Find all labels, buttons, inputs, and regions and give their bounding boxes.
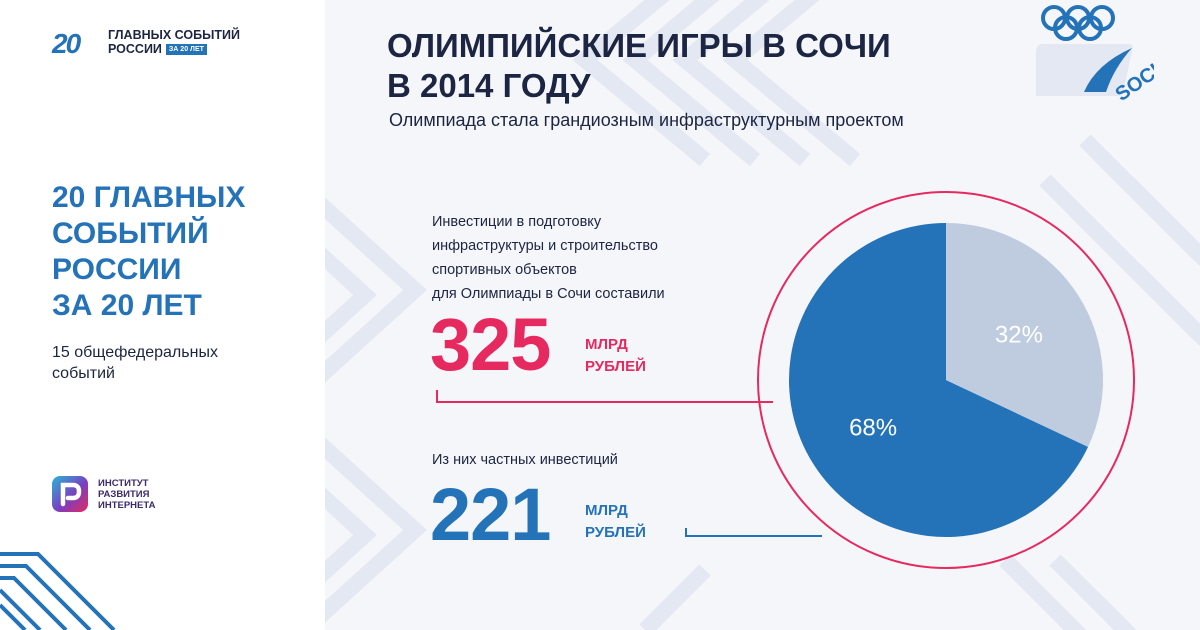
unit-line: МЛРД	[585, 336, 628, 353]
bg-chevron	[325, 487, 377, 583]
bg-chevron	[325, 247, 377, 343]
left-panel	[0, 0, 325, 630]
private-investment-value: 221	[430, 473, 551, 556]
unit-line: РУБЛЕЙ	[585, 358, 646, 375]
private-investment-description: Из них частных инвестиций	[432, 452, 618, 468]
bg-chevron	[325, 197, 427, 383]
sidebar-title-line: 20 ГЛАВНЫХ	[52, 181, 246, 214]
brand-logo-mark: 20	[52, 28, 81, 59]
bg-chevron	[999, 554, 1087, 630]
partner-logo-text: ИНСТИТУТ РАЗВИТИЯ ИНТЕРНЕТА	[98, 478, 198, 511]
bg-chevron	[722, 0, 861, 167]
sidebar-subtitle-line: событий	[52, 365, 115, 382]
bg-chevron	[1039, 174, 1200, 346]
corner-stripe	[0, 564, 92, 630]
pie-slice-label: 32%	[995, 322, 1043, 349]
bg-chevron	[639, 564, 711, 630]
bg-chevron	[572, 0, 711, 167]
unit-line: РУБЛЕЙ	[585, 524, 646, 541]
sidebar-subtitle-line: 15 общефедеральных	[52, 344, 218, 361]
bg-chevron	[1079, 134, 1200, 266]
partner-logo-icon	[52, 476, 88, 512]
brand-line-2-text: РОССИИ	[108, 42, 162, 56]
sochi-logo-swoosh	[1084, 48, 1132, 92]
bg-chevron	[622, 0, 761, 167]
corner-stripe	[0, 603, 27, 630]
corner-stripes-decoration	[0, 552, 116, 630]
page-title-line: ОЛИМПИЙСКИЕ ИГРЫ В СОЧИ	[387, 27, 891, 64]
bg-chevron	[672, 0, 811, 167]
private-investment-unit: МЛРД РУБЛЕЙ	[585, 500, 646, 544]
partner-line: РАЗВИТИЯ	[98, 489, 150, 500]
investment-description-line: спортивных объектов	[432, 262, 577, 278]
investment-total-unit: МЛРД РУБЛЕЙ	[585, 334, 646, 378]
brand-badge: ЗА 20 ЛЕТ	[165, 44, 207, 56]
corner-stripe	[0, 552, 116, 630]
investment-description-line: для Олимпиады в Сочи составили	[432, 286, 665, 302]
investment-total-value: 325	[430, 303, 551, 386]
sidebar-title-line: РОССИИ	[52, 253, 182, 286]
brand-line-2: РОССИИ ЗА 20 ЛЕТ	[108, 42, 308, 56]
sochi-olympics-logo: SOCHI	[1036, 5, 1154, 100]
investment-description-line: Инвестиции в подготовку	[432, 214, 602, 230]
page-title: ОЛИМПИЙСКИЕ ИГРЫ В СОЧИ В 2014 ГОДУ	[387, 26, 947, 106]
brand-line-1: ГЛАВНЫХ СОБЫТИЙ	[108, 28, 240, 42]
partner-line: ИНТЕРНЕТА	[98, 500, 156, 511]
corner-stripe	[0, 576, 68, 630]
brand-logo-text: ГЛАВНЫХ СОБЫТИЙ РОССИИ ЗА 20 ЛЕТ	[108, 28, 308, 56]
private-connector-line	[685, 528, 822, 537]
corner-stripe	[0, 588, 42, 630]
investment-description-line: инфраструктуры и строительство	[432, 238, 658, 254]
bg-chevron	[325, 437, 427, 623]
sidebar-title-line: ЗА 20 ЛЕТ	[52, 289, 202, 322]
sidebar-title: 20 ГЛАВНЫХ СОБЫТИЙ РОССИИ ЗА 20 ЛЕТ	[52, 180, 312, 324]
page-subtitle: Олимпиада стала грандиозным инфраструкту…	[389, 110, 904, 130]
sidebar-title-line: СОБЫТИЙ	[52, 217, 209, 250]
unit-line: МЛРД	[585, 502, 628, 519]
partner-line: ИНСТИТУТ	[98, 478, 149, 489]
sidebar-subtitle: 15 общефедеральных событий	[52, 342, 292, 384]
investment-description: Инвестиции в подготовку инфраструктуры и…	[432, 210, 732, 306]
page-title-line: В 2014 ГОДУ	[387, 67, 591, 104]
pie-slice	[946, 223, 1103, 447]
background-pattern	[325, 0, 1200, 630]
olympic-ring	[1077, 15, 1103, 41]
bg-chevron	[1049, 554, 1137, 630]
pie-slice	[789, 223, 1089, 538]
investment-connector-line	[436, 390, 773, 403]
pie-slice-label: 68%	[849, 414, 897, 441]
pie-outer-ring	[757, 191, 1135, 569]
